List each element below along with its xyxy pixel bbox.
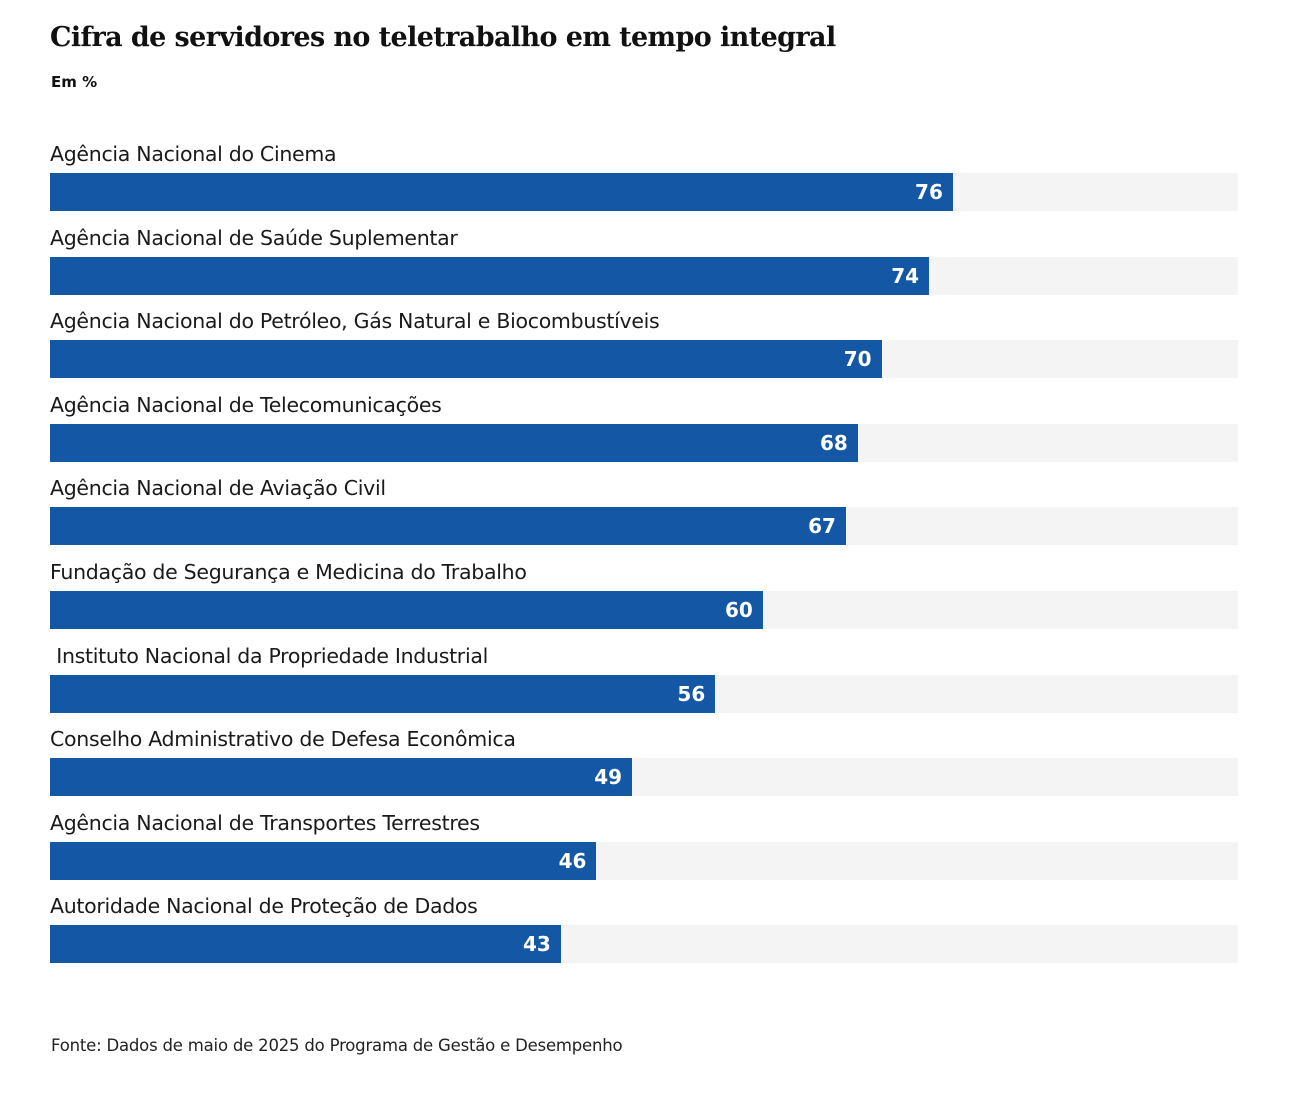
bar: 56 xyxy=(50,674,716,713)
bar-track: 68 xyxy=(50,423,1238,462)
bar-value-label: 43 xyxy=(522,932,551,957)
bar-value-label: 68 xyxy=(819,430,848,455)
bar-category-label: Agência Nacional de Aviação Civil xyxy=(50,476,386,501)
chart-subtitle: Em % xyxy=(51,73,98,91)
bar-row: Autoridade Nacional de Proteção de Dados… xyxy=(50,892,1238,964)
bar: 67 xyxy=(50,507,846,546)
bar-value-label: 70 xyxy=(843,347,872,372)
chart-source: Fonte: Dados de maio de 2025 do Programa… xyxy=(51,1036,623,1055)
bar-track: 43 xyxy=(50,925,1238,964)
bar-category-label: Conselho Administrativo de Defesa Econôm… xyxy=(50,727,516,752)
bar: 74 xyxy=(50,256,930,295)
bar-value-label: 56 xyxy=(677,681,706,706)
bar-track: 49 xyxy=(50,758,1238,797)
bar-value-label: 46 xyxy=(558,848,587,873)
bar-category-label: Agência Nacional do Petróleo, Gás Natura… xyxy=(50,309,660,334)
bar-row: Agência Nacional de Saúde Suplementar 74 xyxy=(50,224,1238,296)
chart-title: Cifra de servidores no teletrabalho em t… xyxy=(50,22,836,53)
bar-row: Instituto Nacional da Propriedade Indust… xyxy=(50,642,1238,714)
bar-track: 46 xyxy=(50,841,1238,880)
bar-category-label: Agência Nacional do Cinema xyxy=(50,142,337,166)
bar-value-label: 49 xyxy=(594,765,623,790)
bar-track: 76 xyxy=(50,173,1238,211)
bar-row: Agência Nacional do Cinema 76 xyxy=(50,140,1238,212)
bar: 46 xyxy=(50,841,597,880)
bar-category-label: Agência Nacional de Telecomunicações xyxy=(50,392,442,417)
bar: 43 xyxy=(50,925,561,964)
bar-track: 60 xyxy=(50,591,1238,629)
bar-value-label: 76 xyxy=(915,180,943,204)
bar-value-label: 60 xyxy=(724,598,753,622)
bar-row: Agência Nacional do Petróleo, Gás Natura… xyxy=(50,307,1238,379)
bar-category-label: Autoridade Nacional de Proteção de Dados xyxy=(50,894,478,919)
bar: 49 xyxy=(50,758,633,797)
bar-category-label: Fundação de Segurança e Medicina do Trab… xyxy=(50,560,527,584)
bar: 68 xyxy=(50,423,858,462)
bar-row: Agência Nacional de Transportes Terrestr… xyxy=(50,809,1238,881)
bar-row: Conselho Administrativo de Defesa Econôm… xyxy=(50,725,1238,797)
bar-row: Agência Nacional de Aviação Civil 67 xyxy=(50,474,1238,546)
bar-category-label: Agência Nacional de Saúde Suplementar xyxy=(50,225,458,250)
bar-row: Agência Nacional de Telecomunicações 68 xyxy=(50,391,1238,463)
bar-category-label: Agência Nacional de Transportes Terrestr… xyxy=(50,810,480,835)
bar-track: 67 xyxy=(50,507,1238,546)
bar-value-label: 67 xyxy=(808,514,836,539)
bar-chart: Agência Nacional do Cinema 76 Agência Naci… xyxy=(50,140,1238,970)
bar-category-label: Instituto Nacional da Propriedade Indust… xyxy=(50,643,488,668)
bar-row: Fundação de Segurança e Medicina do Trab… xyxy=(50,558,1238,630)
bar-track: 74 xyxy=(50,256,1238,295)
bar-track: 56 xyxy=(50,674,1238,713)
bar: 76 xyxy=(50,173,953,211)
bar-value-label: 74 xyxy=(891,263,920,288)
bar: 70 xyxy=(50,340,882,379)
bar: 60 xyxy=(50,591,763,629)
bar-track: 70 xyxy=(50,340,1238,379)
